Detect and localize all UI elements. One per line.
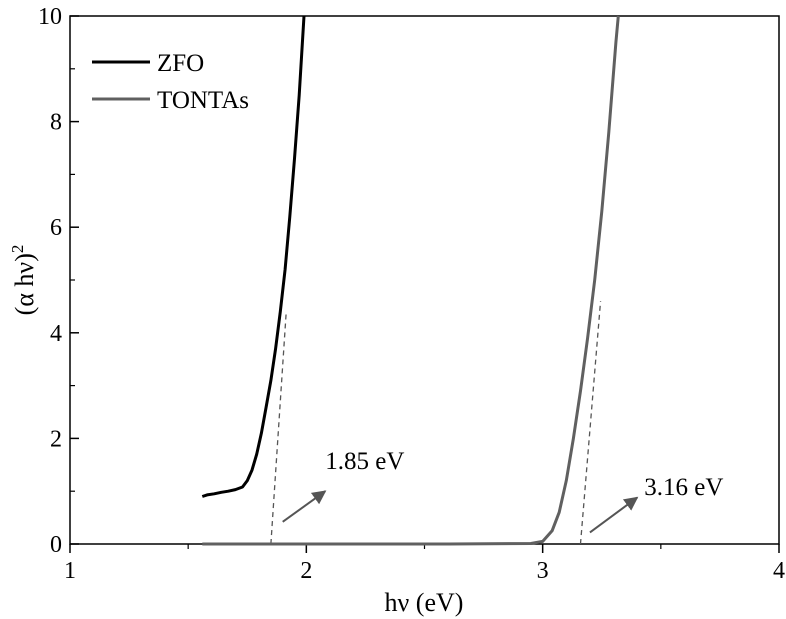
- y-tick-label: 10: [38, 4, 62, 30]
- tangent-line: [270, 311, 287, 545]
- y-axis: 0 2 4 6 8 10: [38, 4, 79, 558]
- x-tick-label: 1: [64, 558, 76, 584]
- y-axis-title: (α hν)2: [8, 245, 39, 316]
- x-tick-label: 3: [537, 558, 549, 584]
- y-tick-label: 8: [50, 110, 62, 136]
- legend: ZFO TONTAs: [92, 50, 249, 114]
- x-axis: 1 2 3 4: [64, 544, 785, 584]
- tangent-line: [579, 301, 602, 545]
- series-line-zfo: [201, 15, 306, 498]
- annotation-label: 1.85 eV: [325, 448, 404, 475]
- y-tick-label: 2: [50, 426, 62, 452]
- x-tick-label: 2: [300, 558, 312, 584]
- series-line-tontas: [202, 15, 620, 546]
- y-axis-title-main: (α hν): [10, 253, 39, 315]
- y-axis-title-text: (α hν)2: [8, 245, 39, 316]
- annotations: 1.85 eV 3.16 eV: [282, 448, 723, 534]
- y-tick-label: 4: [50, 321, 62, 347]
- annotation-arrow: [282, 490, 327, 523]
- series-lines: [201, 15, 620, 546]
- y-axis-title-superscript: 2: [8, 245, 27, 254]
- annotation-arrow: [589, 496, 639, 534]
- legend-label-zfo: ZFO: [157, 50, 204, 77]
- x-axis-title: hν (eV): [385, 588, 464, 617]
- tangent-lines: [270, 301, 602, 545]
- y-tick-label: 0: [50, 532, 62, 558]
- y-tick-label: 6: [50, 215, 62, 241]
- annotation-label: 3.16 eV: [644, 474, 723, 501]
- legend-label-tontas: TONTAs: [157, 87, 249, 114]
- x-tick-label: 4: [773, 558, 785, 584]
